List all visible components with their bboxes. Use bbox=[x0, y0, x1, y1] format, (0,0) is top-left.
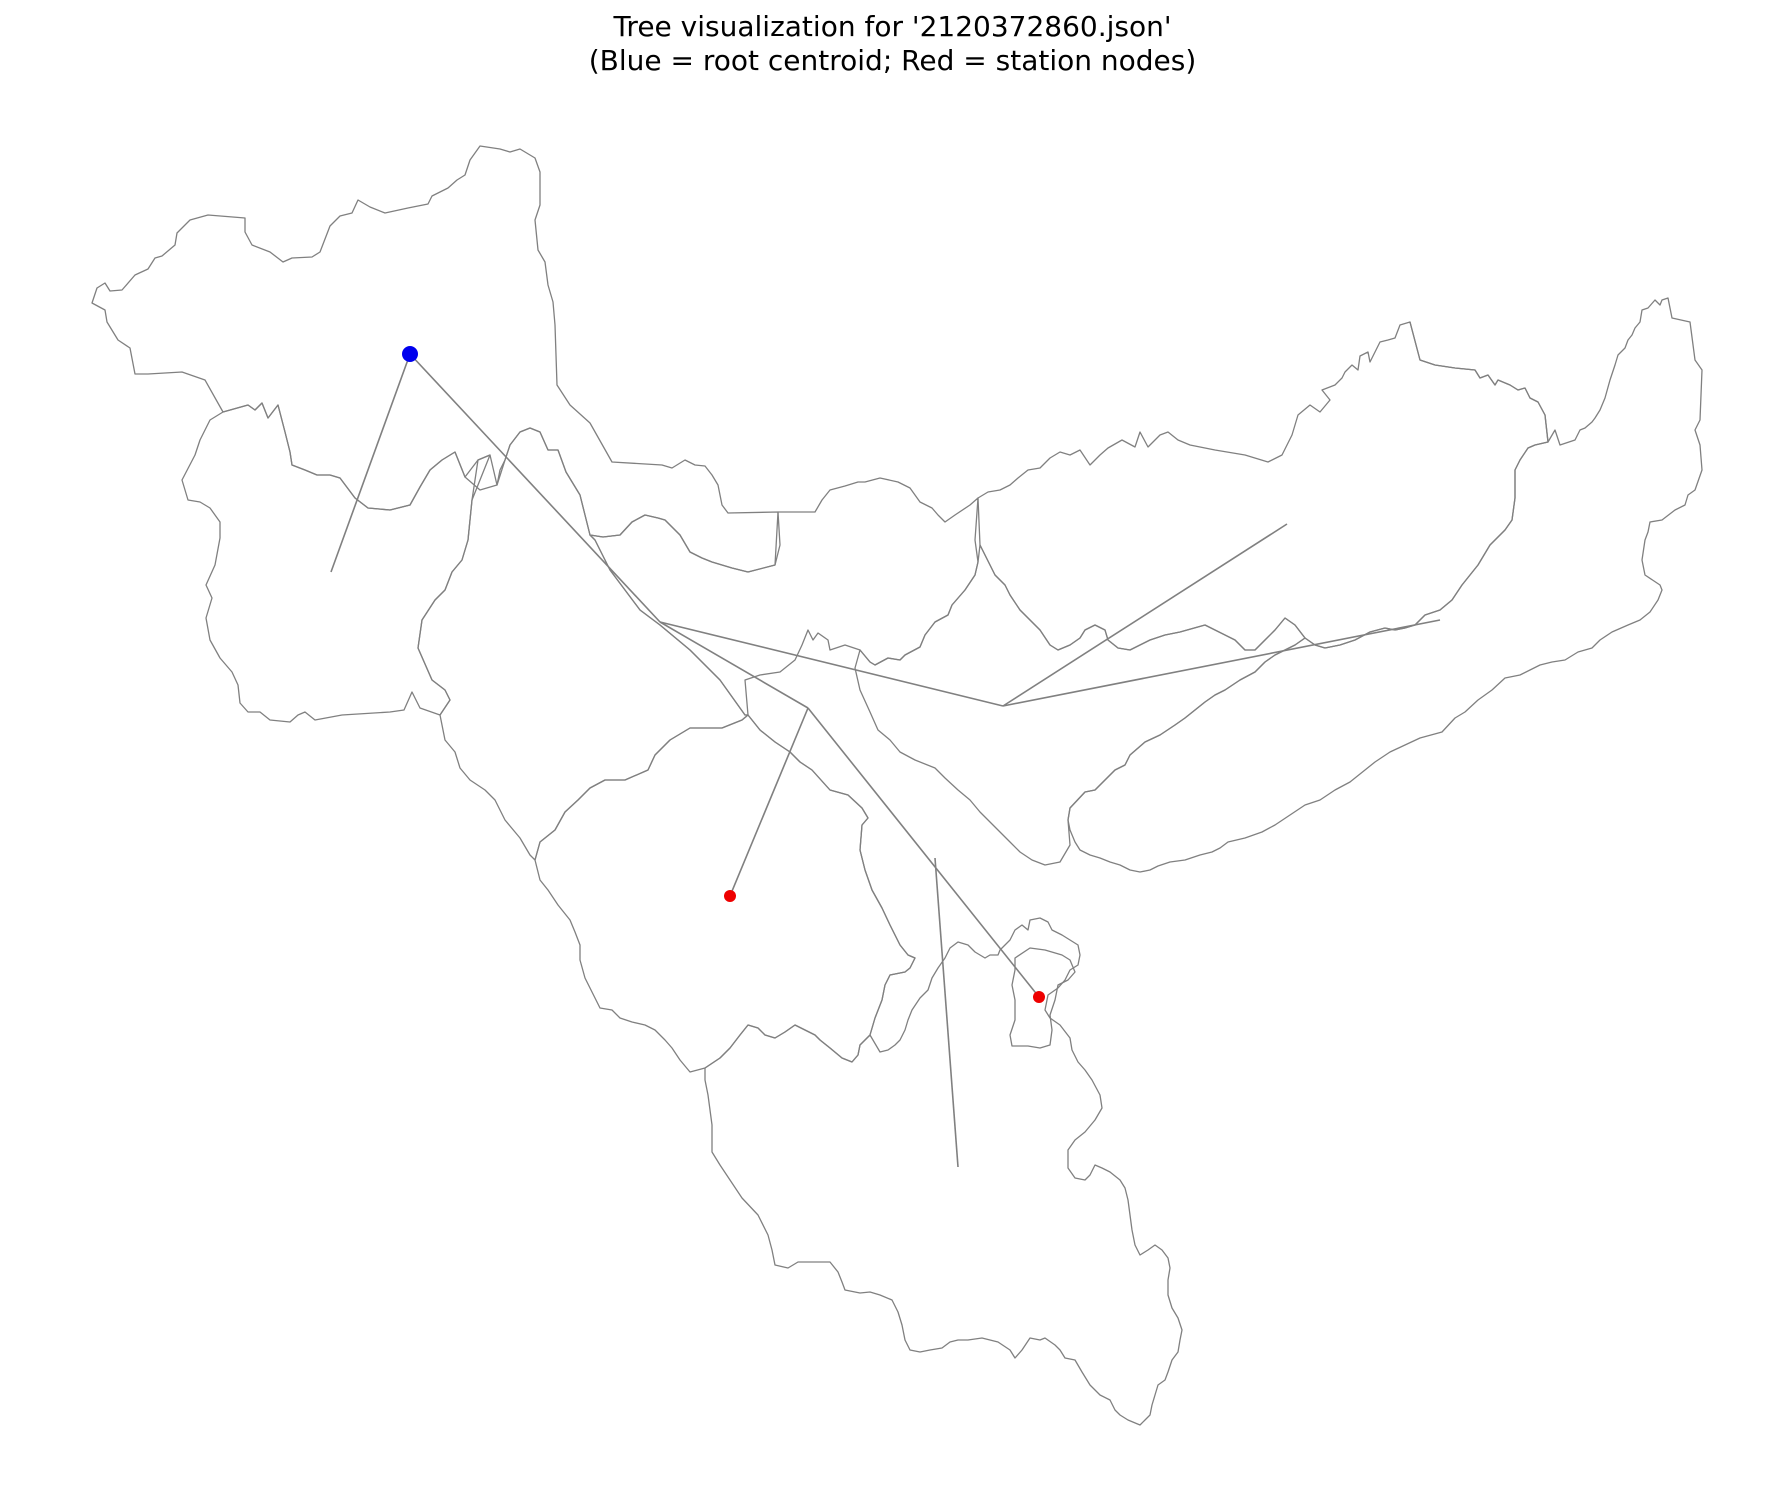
subbasin-northeast-upper bbox=[977, 321, 1549, 651]
edge-hub2-to-northeast bbox=[1002, 523, 1288, 707]
figure-title: Tree visualization for '2120372860.json'… bbox=[0, 10, 1785, 78]
edge-hub3-to-station2 bbox=[807, 707, 1040, 998]
tree-nodes bbox=[402, 346, 1045, 1003]
tree-edges bbox=[330, 353, 1441, 1168]
root-centroid-node bbox=[402, 346, 418, 362]
subbasin-east bbox=[1067, 297, 1703, 873]
edge-hub3-to-station1 bbox=[729, 707, 809, 897]
station-node bbox=[1033, 991, 1045, 1003]
edge-root-to-hub1 bbox=[409, 353, 661, 623]
title-line-1: Tree visualization for '2120372860.json' bbox=[613, 10, 1172, 43]
subbasin-west bbox=[181, 402, 491, 723]
basin-boundaries bbox=[91, 145, 1703, 1426]
subbasin-east-center bbox=[854, 544, 1306, 866]
subbasin-south bbox=[704, 714, 1183, 1426]
subbasin-small-station bbox=[1009, 947, 1076, 1049]
edge-hub2-to-east bbox=[1002, 619, 1441, 707]
edge-hub1-to-hub2 bbox=[659, 621, 1004, 707]
station-node bbox=[724, 890, 736, 902]
edge-hub1-to-hub3 bbox=[659, 621, 809, 709]
subbasin-northwest bbox=[91, 145, 781, 573]
title-line-2: (Blue = root centroid; Red = station nod… bbox=[588, 44, 1197, 77]
subbasin-north-center bbox=[589, 477, 979, 716]
edge-root-to-west bbox=[330, 353, 411, 573]
edge-south-branch bbox=[934, 857, 959, 1168]
